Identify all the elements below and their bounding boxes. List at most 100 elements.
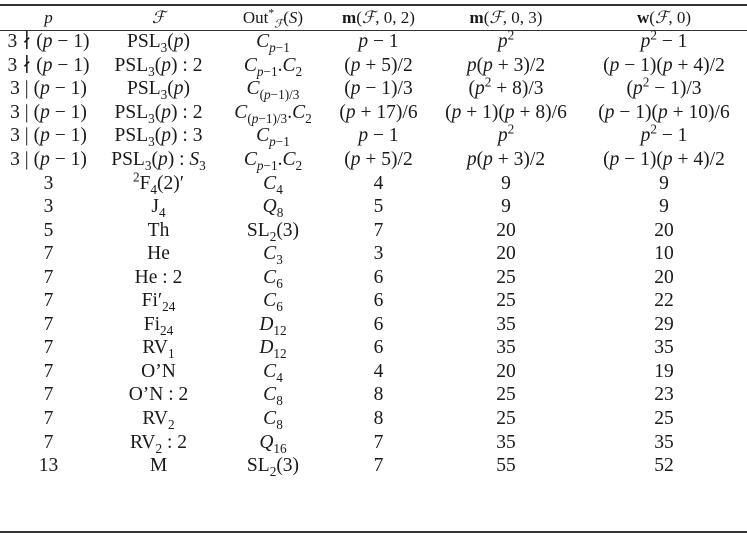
cell-group: PSL3(p) : 3	[114, 125, 203, 150]
table-row: 3 J4 Q8 5 9 9	[0, 195, 747, 219]
cell-group: He : 2	[134, 266, 183, 288]
cell-out-group: C8	[263, 408, 283, 432]
cell-out-group: D12	[259, 337, 287, 362]
cell-group: He	[147, 243, 170, 265]
cell-group: RV2	[142, 408, 175, 432]
cell-p: 3 | (p − 1)	[10, 101, 87, 123]
cell-w-0: 9	[659, 172, 669, 194]
cell-p: 3 ∤ (p − 1)	[7, 54, 90, 76]
header-row: p ℱ Out*ℱ(S) m(ℱ, 0, 2) m(ℱ, 0, 3) w(ℱ, 0)	[0, 6, 747, 30]
table-row: 3 ∤ (p − 1) PSL3(p) Cp−1 p − 1 p2 p2 − 1	[0, 27, 747, 56]
cell-w-0: 23	[654, 384, 674, 406]
cell-out-group: Cp−1.C2	[243, 54, 303, 79]
cell-w-0: 9	[659, 196, 669, 218]
cell-m-0-3: p2	[497, 27, 515, 53]
cell-w-0: (p2 − 1)/3	[626, 74, 702, 100]
table-row: 3 2F4(2)′ C4 4 9 9	[0, 169, 747, 197]
cell-group: PSL3(p)	[127, 31, 190, 56]
cell-m-0-2: 8	[373, 384, 384, 406]
cell-out-group: C(p−1)/3	[246, 78, 300, 103]
cell-m-0-2: p − 1	[358, 125, 399, 147]
table-row: 7 RV2 : 2 Q16 7 35 35	[0, 430, 747, 455]
cell-m-0-3: 20	[496, 219, 516, 241]
cell-group: Fi24	[143, 313, 174, 338]
cell-m-0-2: (p + 5)/2	[344, 149, 413, 170]
cell-m-0-3: 35	[496, 337, 516, 359]
cell-m-0-2: 6	[373, 290, 384, 312]
cell-p: 7	[43, 243, 54, 265]
cell-m-0-3: 25	[496, 266, 516, 288]
table-row: 7 Fi′24 C6 6 25 22	[0, 289, 747, 313]
cell-out-group: SL2(3)	[246, 219, 300, 244]
cell-m-0-2: 7	[373, 455, 384, 477]
cell-group: PSL3(p) : 2	[114, 101, 203, 126]
cell-m-0-2: (p + 5)/2	[344, 54, 413, 76]
column-header-m-0-2: m(ℱ, 0, 2)	[342, 8, 415, 27]
cell-group: RV1	[142, 337, 175, 362]
table-row: 3 ∤ (p − 1) PSL3(p) : 2 Cp−1.C2 (p + 5)/2 p(…	[0, 54, 747, 78]
table-row: 5 Th SL2(3) 7 20 20	[0, 218, 747, 244]
cell-out-group: Cp−1.C2	[243, 149, 303, 173]
header-rule	[0, 30, 747, 31]
cell-w-0: 35	[654, 431, 674, 453]
cell-group: Fi′24	[141, 290, 176, 315]
cell-group: PSL3(p)	[127, 78, 190, 103]
cell-p: 13	[38, 455, 59, 477]
cell-w-0: 35	[654, 337, 674, 359]
cell-m-0-3: p(p + 3)/2	[466, 54, 546, 76]
cell-m-0-3: 20	[496, 360, 516, 382]
cell-w-0: p2 − 1	[640, 27, 688, 53]
cell-m-0-2: 6	[373, 313, 384, 335]
cell-m-0-2: 7	[373, 431, 384, 453]
table-row: 7 Fi24 D12 6 35 29	[0, 313, 747, 337]
table-row: 7 O’N C4 4 20 19	[0, 360, 747, 384]
cell-m-0-3: 35	[496, 431, 516, 453]
cell-p: 7	[43, 408, 54, 430]
cell-m-0-3: 25	[496, 384, 516, 406]
table-row: 3 | (p − 1) PSL3(p) : S3 Cp−1.C2 (p + 5)/2 p…	[0, 148, 747, 172]
cell-out-group: C6	[263, 266, 283, 291]
cell-w-0: 19	[654, 360, 674, 382]
cell-group: 2F4(2)′	[132, 169, 185, 197]
cell-p: 7	[43, 337, 54, 359]
column-header-m-0-3: m(ℱ, 0, 3)	[469, 8, 543, 27]
cell-w-0: 22	[654, 290, 674, 312]
cell-m-0-3: 9	[501, 172, 511, 194]
cell-m-0-3: (p + 1)(p + 8)/6	[445, 101, 567, 123]
cell-m-0-2: 4	[373, 172, 384, 194]
cell-p: 3	[43, 172, 54, 194]
cell-out-group: C4	[263, 172, 283, 197]
table-row: 13 M SL2(3) 7 55 52	[0, 454, 747, 478]
cell-w-0: 52	[654, 455, 674, 477]
cell-out-group: C8	[263, 384, 283, 409]
cell-m-0-2: 7	[373, 219, 384, 241]
cell-m-0-2: (p + 17)/6	[339, 101, 418, 123]
table-row: 7 He C3 3 20 10	[0, 242, 747, 266]
column-header-out-group: Out*ℱ(S)	[242, 6, 304, 31]
top-rule	[0, 4, 747, 6]
cell-w-0: 10	[654, 243, 674, 265]
cell-group: J4	[151, 196, 166, 220]
cell-m-0-3: 35	[496, 313, 516, 335]
cell-m-0-2: (p − 1)/3	[344, 78, 413, 100]
cell-m-0-3: 55	[496, 455, 516, 477]
column-header-group: ℱ	[151, 8, 166, 27]
cell-group: M	[149, 455, 168, 477]
cell-p: 7	[43, 266, 54, 288]
cell-m-0-2: 8	[373, 408, 384, 430]
cell-m-0-3: p2	[497, 121, 515, 147]
table-row: 3 | (p − 1) PSL3(p) : 2 C(p−1)/3.C2 (p + 17…	[0, 101, 747, 125]
cell-p: 7	[43, 384, 54, 406]
cell-out-group: C3	[263, 243, 283, 268]
column-header-w-0: w(ℱ, 0)	[637, 8, 691, 27]
cell-m-0-2: p − 1	[358, 31, 399, 53]
cell-m-0-3: 9	[501, 196, 511, 218]
cell-p: 7	[43, 313, 54, 335]
cell-group: PSL3(p) : S3	[111, 149, 206, 173]
cell-out-group: SL2(3)	[246, 455, 300, 479]
cell-m-0-3: p(p + 3)/2	[466, 149, 546, 170]
cell-w-0: 29	[654, 313, 674, 335]
cell-w-0: 20	[654, 266, 674, 288]
